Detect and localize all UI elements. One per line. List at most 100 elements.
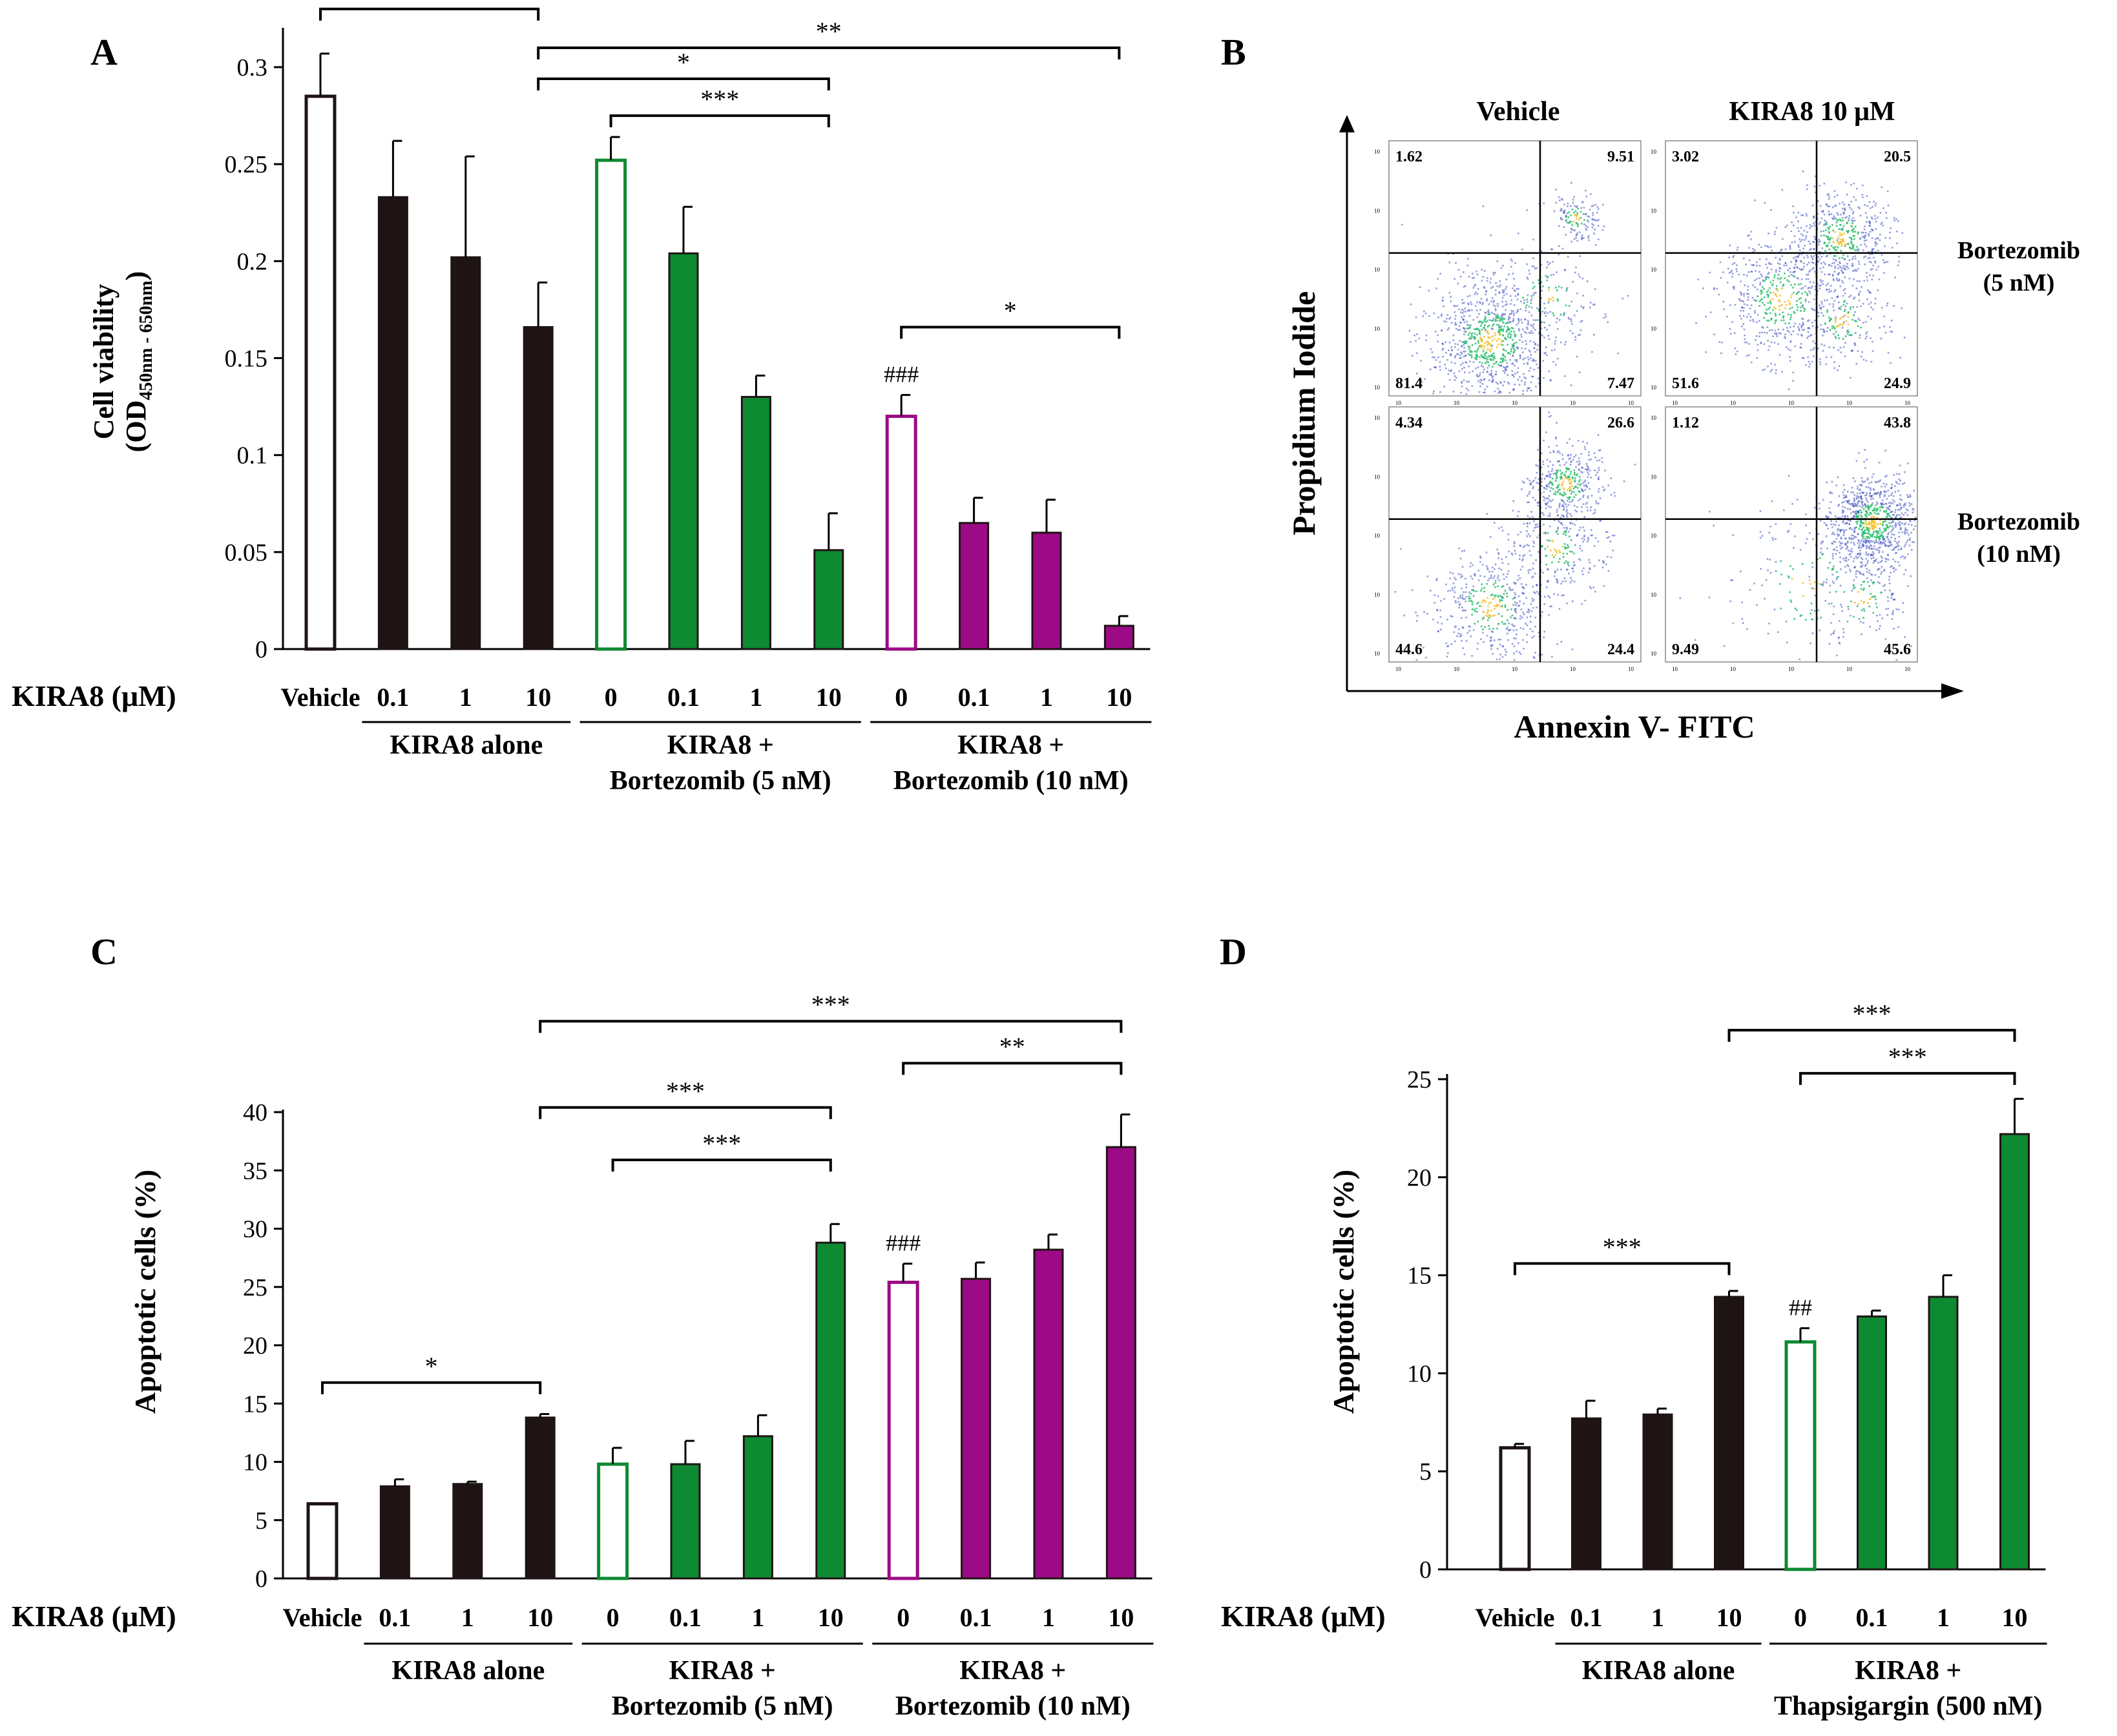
y-tick-label: 5 (1419, 1458, 1432, 1485)
dot-plot: 10 10 10 10 10 10 10 10 10 10 1.62 9.51 81.4 7.47 (1374, 140, 1642, 406)
group-label: KIRA8 alone (391, 1656, 545, 1686)
x-tick-label: 1 (1040, 683, 1053, 712)
quadrant-upper-left-percent: 1.62 (1395, 149, 1423, 165)
dot-plot: 10 10 10 10 10 10 10 10 10 10 4.34 26.6 44.6 24.4 (1374, 406, 1642, 672)
x-tick-label: 0.1 (377, 683, 409, 712)
bar (961, 1277, 992, 1580)
y-tick-label: 0 (1419, 1556, 1432, 1584)
x-tick-label: 0.1 (1570, 1603, 1603, 1632)
axis-tick-label: 10 (1374, 533, 1381, 539)
axis-tick-label: 10 (1374, 384, 1381, 391)
axis-tick-label: 10 (1374, 415, 1381, 421)
quadrant-upper-left-percent: 1.12 (1672, 415, 1699, 431)
y-axis-title: Apoptotic cells (%) (129, 1170, 162, 1414)
x-tick-label: 1 (749, 683, 762, 712)
axis-tick-label: 10 (1651, 207, 1657, 214)
bar (1999, 1133, 2030, 1571)
axis-tick-label: 10 (1512, 666, 1518, 672)
x-tick-label: 0.1 (667, 683, 700, 712)
pi-axis-title: Propidium Iodide (1286, 291, 1322, 535)
significance-bracket (611, 1159, 832, 1172)
significance-bracket (1514, 1262, 1731, 1276)
axis-tick-label: 10 (1788, 400, 1795, 406)
axis-tick-label: 10 (1672, 400, 1678, 406)
quadrant-lower-right-percent: 45.6 (1884, 641, 1911, 658)
axis-tick-label: 10 (1846, 400, 1853, 406)
group-label-second-line: Bortezomib (5 nM) (612, 1691, 833, 1721)
bar (1857, 1315, 1887, 1571)
axis-tick-label: 10 (1651, 267, 1657, 273)
bar (1499, 1446, 1531, 1571)
row-label: Bortezomib (1957, 237, 2080, 264)
row-label-second-line: (10 nM) (1977, 541, 2061, 568)
significance-label: *** (666, 1077, 705, 1106)
axis-tick-label: 10 (1651, 415, 1657, 421)
group-label: KIRA8 + (669, 1656, 776, 1686)
axis-tick-label: 10 (1395, 400, 1402, 406)
x-tick-label: 1 (459, 683, 472, 712)
row-label-second-line: (5 nM) (1983, 269, 2055, 296)
axis-tick-label: 10 (1570, 400, 1576, 406)
bar (959, 522, 990, 650)
quadrant-lower-left-percent: 81.4 (1395, 375, 1423, 392)
bar (1642, 1413, 1673, 1571)
bar (885, 415, 917, 651)
x-tick-label: 10 (2002, 1603, 2028, 1632)
x-tick-label: 1 (751, 1603, 764, 1632)
x-tick-label: 0 (607, 1603, 620, 1632)
x-tick-label: 1 (1651, 1603, 1664, 1632)
panel-a-bar-chart: A 0 0.05 0.1 0.15 0.2 0.25 0.3 Cell viability (OD… (12, 0, 1152, 796)
y-tick-label: 10 (243, 1449, 267, 1476)
x-tick-label: 0.1 (669, 1603, 702, 1632)
dot-plot-frame (1388, 406, 1642, 663)
bar (1714, 1296, 1744, 1571)
hash-annotation: ### (884, 362, 919, 388)
row-label: Bortezomib (1957, 508, 2080, 535)
axis-tick-label: 10 (1374, 207, 1381, 214)
significance-label: * (1004, 296, 1017, 325)
bar (523, 326, 554, 650)
significance-bracket (1727, 1029, 2016, 1042)
x-tick-label: Vehicle (281, 683, 360, 712)
y-axis-title-units: (OD450nm - 650nm) (120, 271, 156, 452)
axis-tick-label: 10 (1570, 666, 1576, 672)
significance-label: *** (1853, 999, 1892, 1028)
y-tick-label: 25 (243, 1274, 267, 1301)
axis-tick-label: 10 (1374, 473, 1381, 480)
axis-tick-label: 10 (1651, 326, 1657, 332)
dot-plot-frame (1665, 140, 1918, 397)
panel-label: D (1220, 931, 1247, 973)
bar (379, 1485, 410, 1580)
bar (815, 1241, 846, 1580)
bar (452, 1483, 483, 1580)
y-tick-label: 0.1 (237, 442, 268, 470)
significance-label: ** (816, 17, 842, 46)
significance-bracket (319, 7, 540, 21)
significance-label: *** (1603, 1232, 1642, 1261)
x-tick-label: 1 (461, 1603, 474, 1632)
bar (887, 1281, 919, 1580)
significance-label: *** (702, 1129, 741, 1158)
x-tick-label: 0.1 (960, 1603, 992, 1632)
bar (740, 396, 771, 650)
axis-tick-label: 10 (1651, 384, 1657, 391)
x-tick-label: 0.1 (379, 1603, 411, 1632)
significance-label: *** (811, 990, 850, 1019)
y-axis-units-subscript: 450nm - 650nm (136, 280, 156, 400)
group-label: KIRA8 alone (1582, 1656, 1735, 1686)
bar (1928, 1296, 1959, 1571)
axis-tick-label: 10 (1730, 400, 1736, 406)
bar (450, 256, 481, 650)
axis-tick-label: 10 (1788, 666, 1795, 672)
x-tick-label: 1 (1042, 1603, 1055, 1632)
y-axis-title: Apoptotic cells (%) (1327, 1170, 1360, 1414)
x-tick-label: Vehicle (283, 1603, 362, 1632)
panel-label: A (90, 31, 118, 73)
panel-b-flow-cytometry: B Annexin V- FITC Propidium Iodide Vehicle K… (1221, 31, 2080, 745)
y-tick-label: 5 (255, 1507, 267, 1534)
y-tick-label: 10 (1407, 1360, 1432, 1387)
column-label-kira8: KIRA8 10 μM (1729, 97, 1895, 127)
axis-tick-label: 10 (1904, 666, 1911, 672)
group-label: KIRA8 + (667, 730, 774, 760)
